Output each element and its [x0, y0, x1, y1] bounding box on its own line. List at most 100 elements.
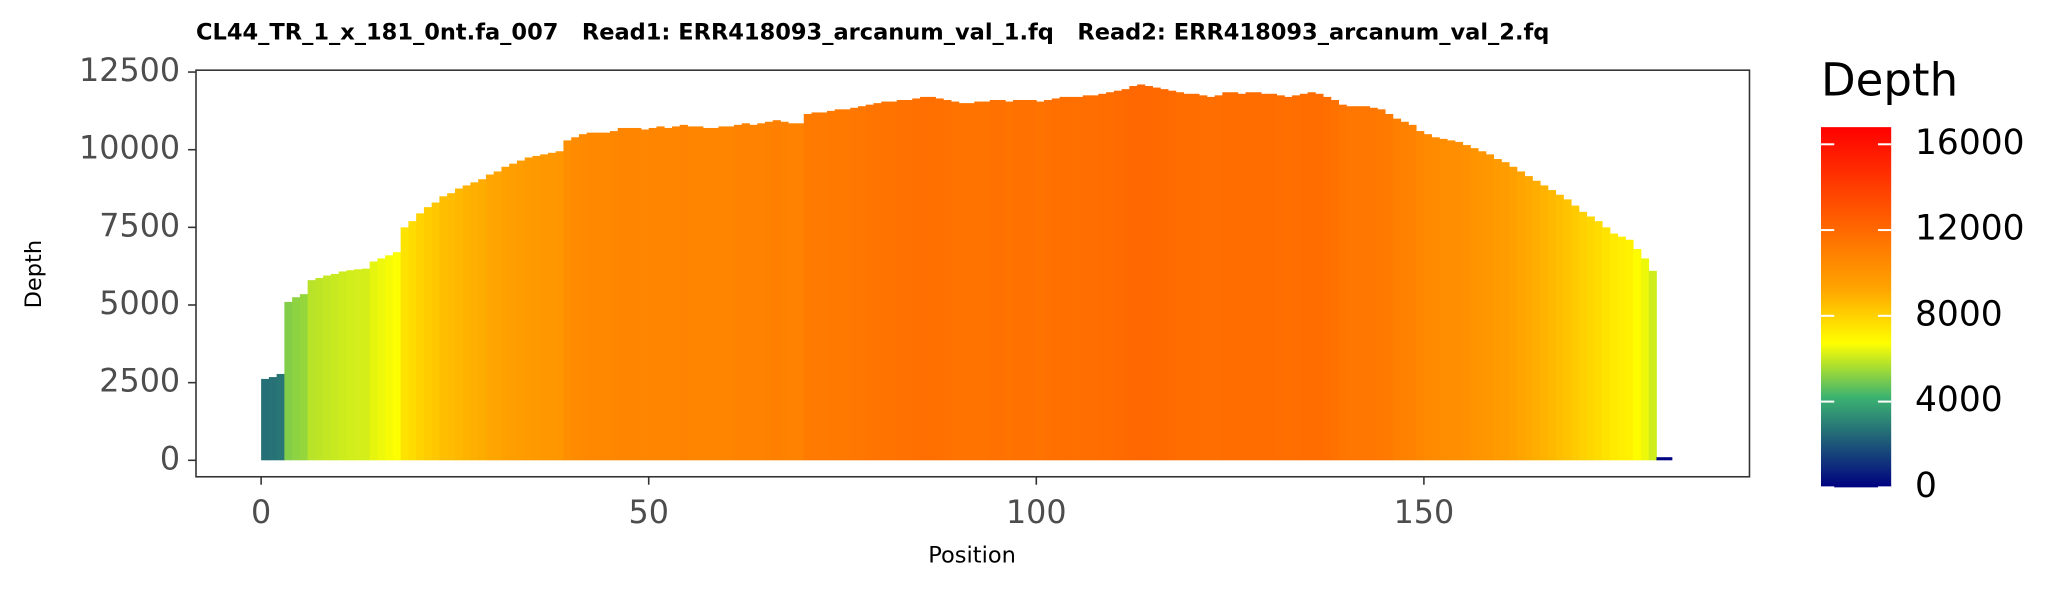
bar [1617, 236, 1626, 461]
bar [1609, 233, 1619, 461]
bar [1330, 100, 1340, 461]
bar [532, 155, 541, 461]
bar [958, 103, 967, 461]
bar [323, 275, 332, 461]
bar [609, 131, 619, 461]
bar [1315, 93, 1324, 461]
bar [578, 134, 588, 461]
x-axis-title: Position [928, 543, 1016, 569]
bar [935, 98, 944, 461]
bar [757, 123, 766, 461]
bar [710, 127, 719, 461]
bar [385, 255, 394, 461]
bar [571, 137, 580, 461]
bar [966, 103, 975, 461]
bar [1276, 95, 1285, 461]
bar [1191, 93, 1200, 461]
bar [1230, 92, 1239, 461]
bar [1447, 140, 1456, 461]
bar [1183, 93, 1192, 461]
bar [803, 113, 812, 461]
bar [292, 297, 301, 461]
bar [997, 100, 1006, 461]
bar [1640, 258, 1650, 461]
bar [431, 202, 440, 461]
bar [377, 258, 386, 461]
bar [408, 221, 417, 461]
bar [733, 124, 743, 461]
bar [819, 112, 828, 461]
bar [1067, 96, 1076, 461]
bar [1307, 92, 1316, 461]
x-tick-label: 150 [1394, 495, 1455, 531]
bar [540, 154, 549, 461]
bar [1664, 457, 1673, 461]
bar [594, 132, 603, 461]
bar [951, 101, 960, 461]
bar [1237, 93, 1247, 461]
bar [1253, 92, 1262, 461]
bar [276, 373, 285, 461]
bar [920, 96, 929, 461]
chart-title: CL44_TR_1_x_181_0nt.fa_007 Read1: ERR418… [196, 20, 1549, 46]
bar [1369, 107, 1378, 461]
bar [625, 127, 634, 461]
bar [1594, 221, 1603, 461]
bar [881, 101, 890, 461]
bar [842, 109, 851, 461]
bar [1160, 89, 1169, 461]
bar [447, 193, 456, 461]
bar [1323, 96, 1332, 461]
bar [1416, 131, 1425, 461]
bar [1144, 86, 1153, 461]
bar [648, 127, 657, 461]
y-tick-label: 12500 [79, 53, 180, 89]
bar [315, 277, 324, 461]
bar [1346, 106, 1355, 461]
bar [1400, 121, 1409, 461]
bar [1354, 106, 1363, 461]
bar [416, 213, 425, 461]
bar [1168, 90, 1177, 461]
bar [1013, 100, 1022, 461]
bar [617, 127, 626, 461]
bar [1563, 199, 1572, 461]
bar [1501, 162, 1510, 461]
bar [307, 280, 316, 461]
bar [524, 157, 533, 461]
y-tick-label: 7500 [99, 208, 180, 244]
bar [889, 101, 898, 461]
bar [1602, 227, 1611, 461]
bar [1516, 171, 1526, 461]
bar [1555, 194, 1564, 461]
legend-title: Depth [1821, 53, 1958, 106]
bar [1524, 176, 1533, 461]
x-tick-label: 50 [629, 495, 669, 531]
bar [1206, 96, 1215, 461]
bar [664, 127, 673, 461]
bar [1005, 101, 1014, 461]
bar [1493, 159, 1502, 461]
bar [1578, 211, 1588, 461]
bar [679, 124, 688, 461]
bar [509, 163, 518, 461]
bar [873, 103, 882, 461]
bar [1385, 113, 1394, 461]
bar [1129, 86, 1138, 461]
bar [982, 101, 991, 461]
bar [1656, 457, 1665, 461]
bar [1214, 95, 1223, 461]
colorbar [1820, 127, 1892, 488]
bar [1075, 96, 1084, 461]
bar [1090, 95, 1099, 461]
bar [1082, 95, 1091, 461]
bar [927, 96, 936, 461]
bar [1245, 92, 1254, 461]
bar [423, 207, 433, 461]
bar [671, 126, 681, 461]
bar [780, 121, 789, 461]
bar [1268, 93, 1278, 461]
bar [827, 110, 836, 461]
bar [392, 252, 402, 461]
bar [462, 185, 471, 461]
